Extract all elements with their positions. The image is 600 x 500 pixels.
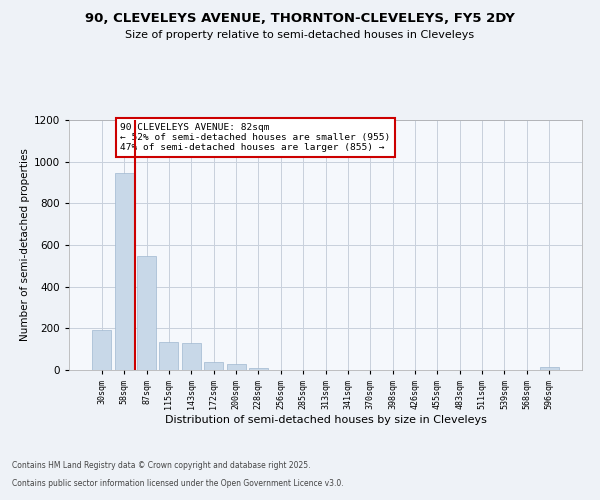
Text: 90 CLEVELEYS AVENUE: 82sqm
← 52% of semi-detached houses are smaller (955)
47% o: 90 CLEVELEYS AVENUE: 82sqm ← 52% of semi… [121, 122, 391, 152]
Y-axis label: Number of semi-detached properties: Number of semi-detached properties [20, 148, 29, 342]
Bar [137, 256, 156, 370]
Bar [92, 330, 112, 370]
Bar [204, 362, 223, 370]
Bar [249, 368, 268, 370]
Bar [160, 342, 178, 370]
Bar [115, 173, 134, 370]
Bar [182, 343, 201, 370]
X-axis label: Distribution of semi-detached houses by size in Cleveleys: Distribution of semi-detached houses by … [164, 414, 487, 424]
Bar [227, 364, 245, 370]
Bar [539, 368, 559, 370]
Text: Size of property relative to semi-detached houses in Cleveleys: Size of property relative to semi-detach… [125, 30, 475, 40]
Text: 90, CLEVELEYS AVENUE, THORNTON-CLEVELEYS, FY5 2DY: 90, CLEVELEYS AVENUE, THORNTON-CLEVELEYS… [85, 12, 515, 26]
Text: Contains HM Land Registry data © Crown copyright and database right 2025.: Contains HM Land Registry data © Crown c… [12, 461, 311, 470]
Text: Contains public sector information licensed under the Open Government Licence v3: Contains public sector information licen… [12, 478, 344, 488]
